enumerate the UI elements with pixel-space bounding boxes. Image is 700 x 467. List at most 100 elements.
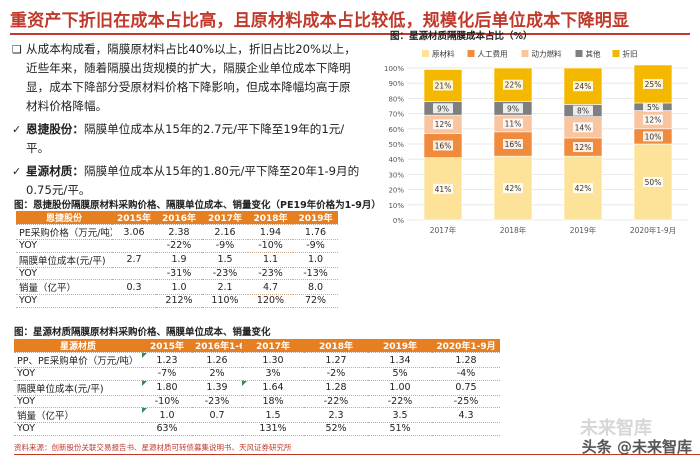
data-label: 42% <box>505 184 522 193</box>
table-cell: 131% <box>242 422 304 436</box>
data-label: 10% <box>645 132 662 141</box>
table-cell: 0.3 <box>112 279 156 296</box>
table-cell: 1.0 <box>156 279 202 296</box>
x-tick-label: 2020年1-9月 <box>630 225 676 235</box>
data-label-bg <box>573 81 593 92</box>
table-cell: 3% <box>242 367 304 381</box>
table-cell: 1.5 <box>202 252 248 268</box>
x-tick-label: 2019年 <box>570 225 597 235</box>
data-label-bg <box>573 122 593 133</box>
row-label: PP、PE采购单价（万元/吨） <box>14 352 142 368</box>
square-bullet-icon: ❑ <box>12 43 22 56</box>
table-header-cell: 2017年 <box>242 339 304 353</box>
y-tick-label: 70% <box>388 111 404 119</box>
table-cell: -13% <box>293 267 338 281</box>
legend-label: 原材料 <box>432 49 455 59</box>
table-cell: 4.3 <box>432 407 500 424</box>
data-label-bg <box>433 183 453 194</box>
table-header-cell: 2016年 <box>156 211 202 225</box>
table-cell: 72% <box>293 294 338 308</box>
row-label: 隔膜单位成本(元/平) <box>14 380 142 396</box>
table-cell: 5% <box>368 367 432 381</box>
legend-label: 其他 <box>586 49 601 59</box>
table-cell: 1.0 <box>293 252 338 268</box>
table-header-cell: 2018年 <box>248 211 293 225</box>
table-cell: -2% <box>304 367 368 381</box>
table-cell: 2.3 <box>304 407 368 424</box>
table-cell: 2% <box>192 367 242 381</box>
data-label: 8% <box>577 107 589 116</box>
legend-label: 折旧 <box>623 49 638 59</box>
table-cell: -7% <box>142 367 192 381</box>
x-tick-label: 2018年 <box>500 225 527 235</box>
table-header-cell: 2020年1-9月 <box>432 339 500 353</box>
table-row: YOY 63% 131% 52% 51% <box>14 422 500 436</box>
bullet-item: ✓ 恩捷股份：隔膜单位成本从15年的2.7元/平下降至19年的1元/平。 <box>12 120 362 158</box>
legend-swatch <box>575 50 583 57</box>
data-label-bg <box>503 183 523 194</box>
legend-swatch <box>467 50 475 57</box>
data-label-bg <box>503 79 523 90</box>
data-label: 14% <box>575 123 592 132</box>
table-row: PP、PE采购单价（万元/吨） 1.23 1.26 1.30 1.27 1.34 1.28 <box>14 352 500 368</box>
table-cell: -31% <box>156 267 202 281</box>
data-label: 25% <box>645 80 662 89</box>
table-row: 隔膜单位成本(元/平) 2.7 1.9 1.5 1.1 1.0 <box>16 252 338 268</box>
row-label: 隔膜单位成本(元/平) <box>16 252 112 268</box>
data-label-bg <box>433 80 453 91</box>
y-tick-label: 90% <box>388 80 404 88</box>
row-label: YOY <box>16 294 112 308</box>
check-icon: ✓ <box>12 165 22 178</box>
y-tick-label: 50% <box>388 141 404 149</box>
data-label-bg <box>643 101 663 112</box>
enjie-table: 恩捷股份 2015年 2016年 2017年 2018年 2019年 PE采购价格（万元/… <box>16 211 338 308</box>
table-header-cell: 2019年 <box>293 211 338 225</box>
table-cell: 1.0 <box>142 407 192 424</box>
table-header-cell: 2015年 <box>142 339 192 353</box>
row-label: YOY <box>14 367 142 381</box>
table-cell: -22% <box>368 395 432 409</box>
source-note: 资料来源：创新股份关联交易报告书、星源材质可转债募集说明书、天风证券研究所 <box>14 443 292 452</box>
table-cell: 1.00 <box>368 380 432 396</box>
row-label: YOY <box>14 395 142 409</box>
table-cell: 1.23 <box>142 352 192 368</box>
row-label: YOY <box>16 267 112 281</box>
chart-title: 图：星源材质隔膜成本占比（%） <box>390 31 533 42</box>
table-cell: 1.27 <box>304 352 368 368</box>
table-cell: 1.1 <box>248 252 293 268</box>
data-label: 41% <box>435 185 452 194</box>
table-cell <box>112 267 156 281</box>
table-header-row: 星源材质2015年2016年1-6月2017年2018年2019年2020年1-… <box>14 339 500 353</box>
legend-swatch <box>422 50 429 57</box>
data-label-bg <box>573 183 593 194</box>
watermark-background: 未来智库 <box>580 418 652 439</box>
table-cell: 51% <box>368 422 432 436</box>
table2-caption: 图：星源材质隔膜原材料采购价格、隔膜单位成本、销量变化 <box>14 327 271 338</box>
table-cell: 1.39 <box>192 380 242 396</box>
table-cell: -9% <box>202 239 248 253</box>
row-label: PE采购价格（万元/吨） <box>16 224 112 240</box>
table-row: 隔膜单位成本(元/平) 1.80 1.39 1.64 1.28 1.00 0.75 <box>14 380 500 396</box>
table-cell: -10% <box>248 239 293 253</box>
table-cell: 1.94 <box>248 224 293 240</box>
data-label: 5% <box>647 103 659 112</box>
table-cell: 110% <box>202 294 248 308</box>
table-cell: 0.75 <box>432 380 500 396</box>
bullet-list: ❑ 从成本构成看，隔膜原材料占比40%以上，折旧占比20%以上，近些年来，随着隔… <box>12 40 362 204</box>
table-cell <box>112 239 156 253</box>
table-cell: 1.64 <box>242 380 304 396</box>
table-cell: 0.7 <box>192 407 242 424</box>
table-cell: 2.38 <box>156 224 202 240</box>
row-label: YOY <box>14 422 142 436</box>
data-label-bg <box>643 131 663 142</box>
table-cell: -22% <box>304 395 368 409</box>
bullet-item: ✓ 星源材质：隔膜单位成本从15年的1.80元/平下降至20年1-9月的0.75… <box>12 162 362 200</box>
senior-table: 星源材质2015年2016年1-6月2017年2018年2019年2020年1-… <box>14 339 500 436</box>
y-tick-label: 60% <box>388 126 404 134</box>
table-cell: 1.26 <box>192 352 242 368</box>
data-label: 24% <box>575 82 592 91</box>
table-row: YOY -31% -23% -23% -13% <box>16 267 338 281</box>
data-label: 11% <box>505 119 522 128</box>
table-header-cell: 2015年 <box>112 211 156 225</box>
table-cell: 4.7 <box>248 279 293 296</box>
